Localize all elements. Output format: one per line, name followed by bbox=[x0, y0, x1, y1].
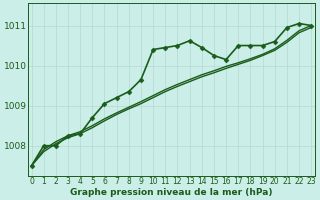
X-axis label: Graphe pression niveau de la mer (hPa): Graphe pression niveau de la mer (hPa) bbox=[70, 188, 273, 197]
